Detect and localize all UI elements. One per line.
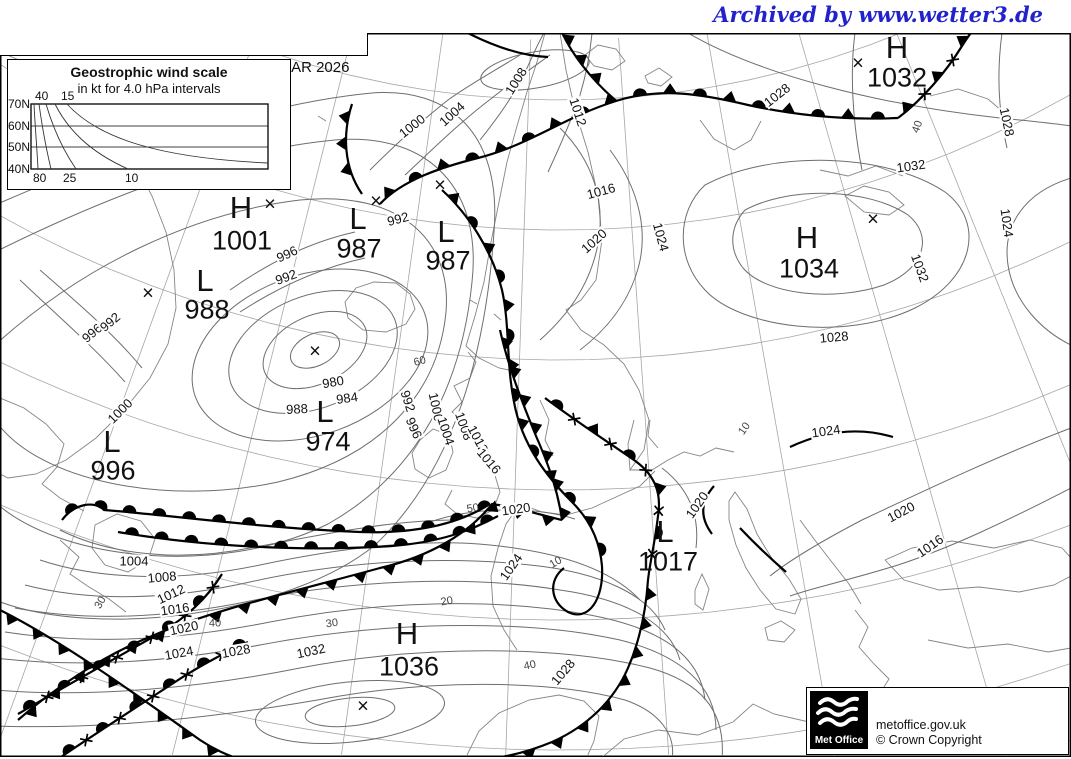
- met-office-logo-text: Met Office: [814, 735, 864, 746]
- metoffice-branding: Met Office metoffice.gov.uk © Crown Copy…: [806, 687, 1069, 755]
- front-cold: [500, 579, 657, 756]
- front-plain: [468, 34, 549, 59]
- front-warmlysis: [60, 639, 249, 756]
- wind-scale-bottom-label: 25: [63, 171, 77, 185]
- front-warmlysis: [17, 573, 223, 715]
- front-warm: [61, 500, 491, 534]
- met-office-logo: Met Office: [810, 691, 868, 749]
- wind-scale-subtitle: in kt for 4.0 hPa intervals: [77, 81, 221, 96]
- front-occluded: [441, 189, 607, 567]
- wind-scale-lat-label: 60N: [8, 119, 31, 133]
- wind-scale-bottom-label: 10: [125, 171, 139, 185]
- front-plain: [702, 485, 715, 535]
- crown-copyright: © Crown Copyright: [876, 733, 982, 748]
- wind-scale-bottom-label: 80: [33, 171, 47, 185]
- wind-scale-lat-label: 50N: [8, 140, 31, 154]
- front-cold: [561, 34, 615, 100]
- front-occluded: [379, 83, 899, 205]
- map-frame: [0, 33, 1071, 757]
- wind-scale-lat-label: 70N: [8, 97, 31, 111]
- front-cold: [336, 103, 363, 195]
- front-occlysis: [544, 397, 667, 581]
- wind-scale-box: Geostrophic wind scale in kt for 4.0 hPa…: [7, 59, 291, 190]
- front-coldlysis: [897, 34, 972, 119]
- front-plain: [789, 430, 894, 448]
- wind-scale-plot: [30, 103, 269, 170]
- met-office-waves-icon: [816, 696, 859, 727]
- front-plain: [552, 565, 604, 616]
- wind-scale-top-label: 40: [35, 89, 49, 103]
- wind-scale-top-label: 15: [61, 89, 75, 103]
- wind-scale-title: Geostrophic wind scale: [70, 64, 228, 80]
- top-bar: Archived by www.wetter3.de: [0, 0, 1071, 33]
- wind-scale-lat-label: 40N: [8, 162, 31, 176]
- front-cold: [498, 329, 571, 521]
- archive-credit: Archived by www.wetter3.de: [713, 2, 1043, 27]
- front-cold: [17, 500, 563, 721]
- wind-scale-curves: [33, 103, 269, 170]
- title-box: Analysis chart valid 12 UTC MON 09 MAR 2…: [0, 33, 368, 76]
- metoffice-url: metoffice.gov.uk: [876, 717, 966, 732]
- front-plain: [739, 527, 787, 573]
